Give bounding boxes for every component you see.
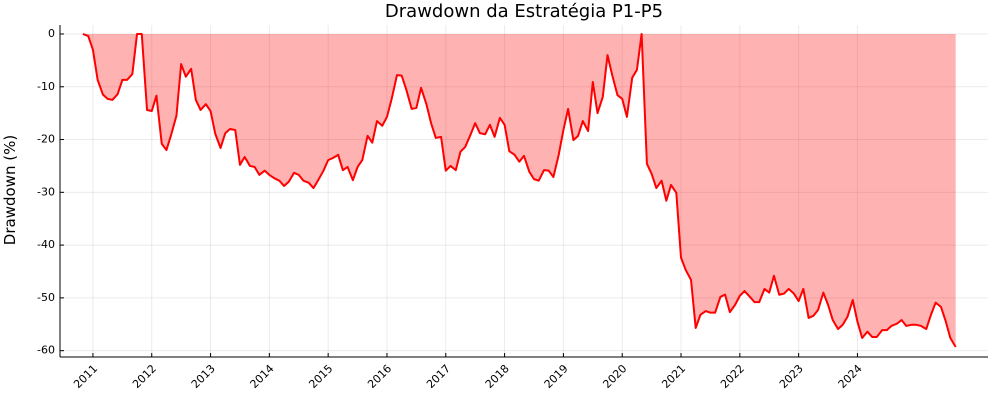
y-tick-label: -10	[37, 80, 55, 93]
y-tick-label: -60	[37, 344, 55, 357]
y-tick-label: -30	[37, 185, 55, 198]
area	[82, 33, 956, 347]
y-tick-label: -50	[37, 291, 55, 304]
x-tick-label: 2021	[659, 362, 688, 391]
y-axis-label: Drawdown (%)	[1, 135, 19, 245]
x-tick-label: 2024	[836, 362, 865, 391]
x-tick-label: 2018	[483, 362, 512, 391]
y-tick-label: 0	[48, 27, 55, 40]
x-tick-label: 2014	[248, 362, 277, 391]
x-tick-label: 2020	[600, 362, 629, 391]
x-tick-label: 2015	[306, 362, 335, 391]
x-tick-label: 2013	[189, 362, 218, 391]
x-tick-label: 2022	[718, 362, 747, 391]
x-tick-label: 2016	[365, 362, 394, 391]
x-tick-label: 2017	[424, 362, 453, 391]
x-tick-label: 2019	[542, 362, 571, 391]
y-tick-label: -40	[37, 238, 55, 251]
chart-title: Drawdown da Estratégia P1-P5	[385, 1, 663, 22]
y-tick-label: -20	[37, 133, 55, 146]
x-tick-label: 2023	[777, 362, 806, 391]
x-tick-label: 2011	[71, 362, 100, 391]
line	[82, 32, 957, 348]
x-tick-label: 2012	[130, 362, 159, 391]
